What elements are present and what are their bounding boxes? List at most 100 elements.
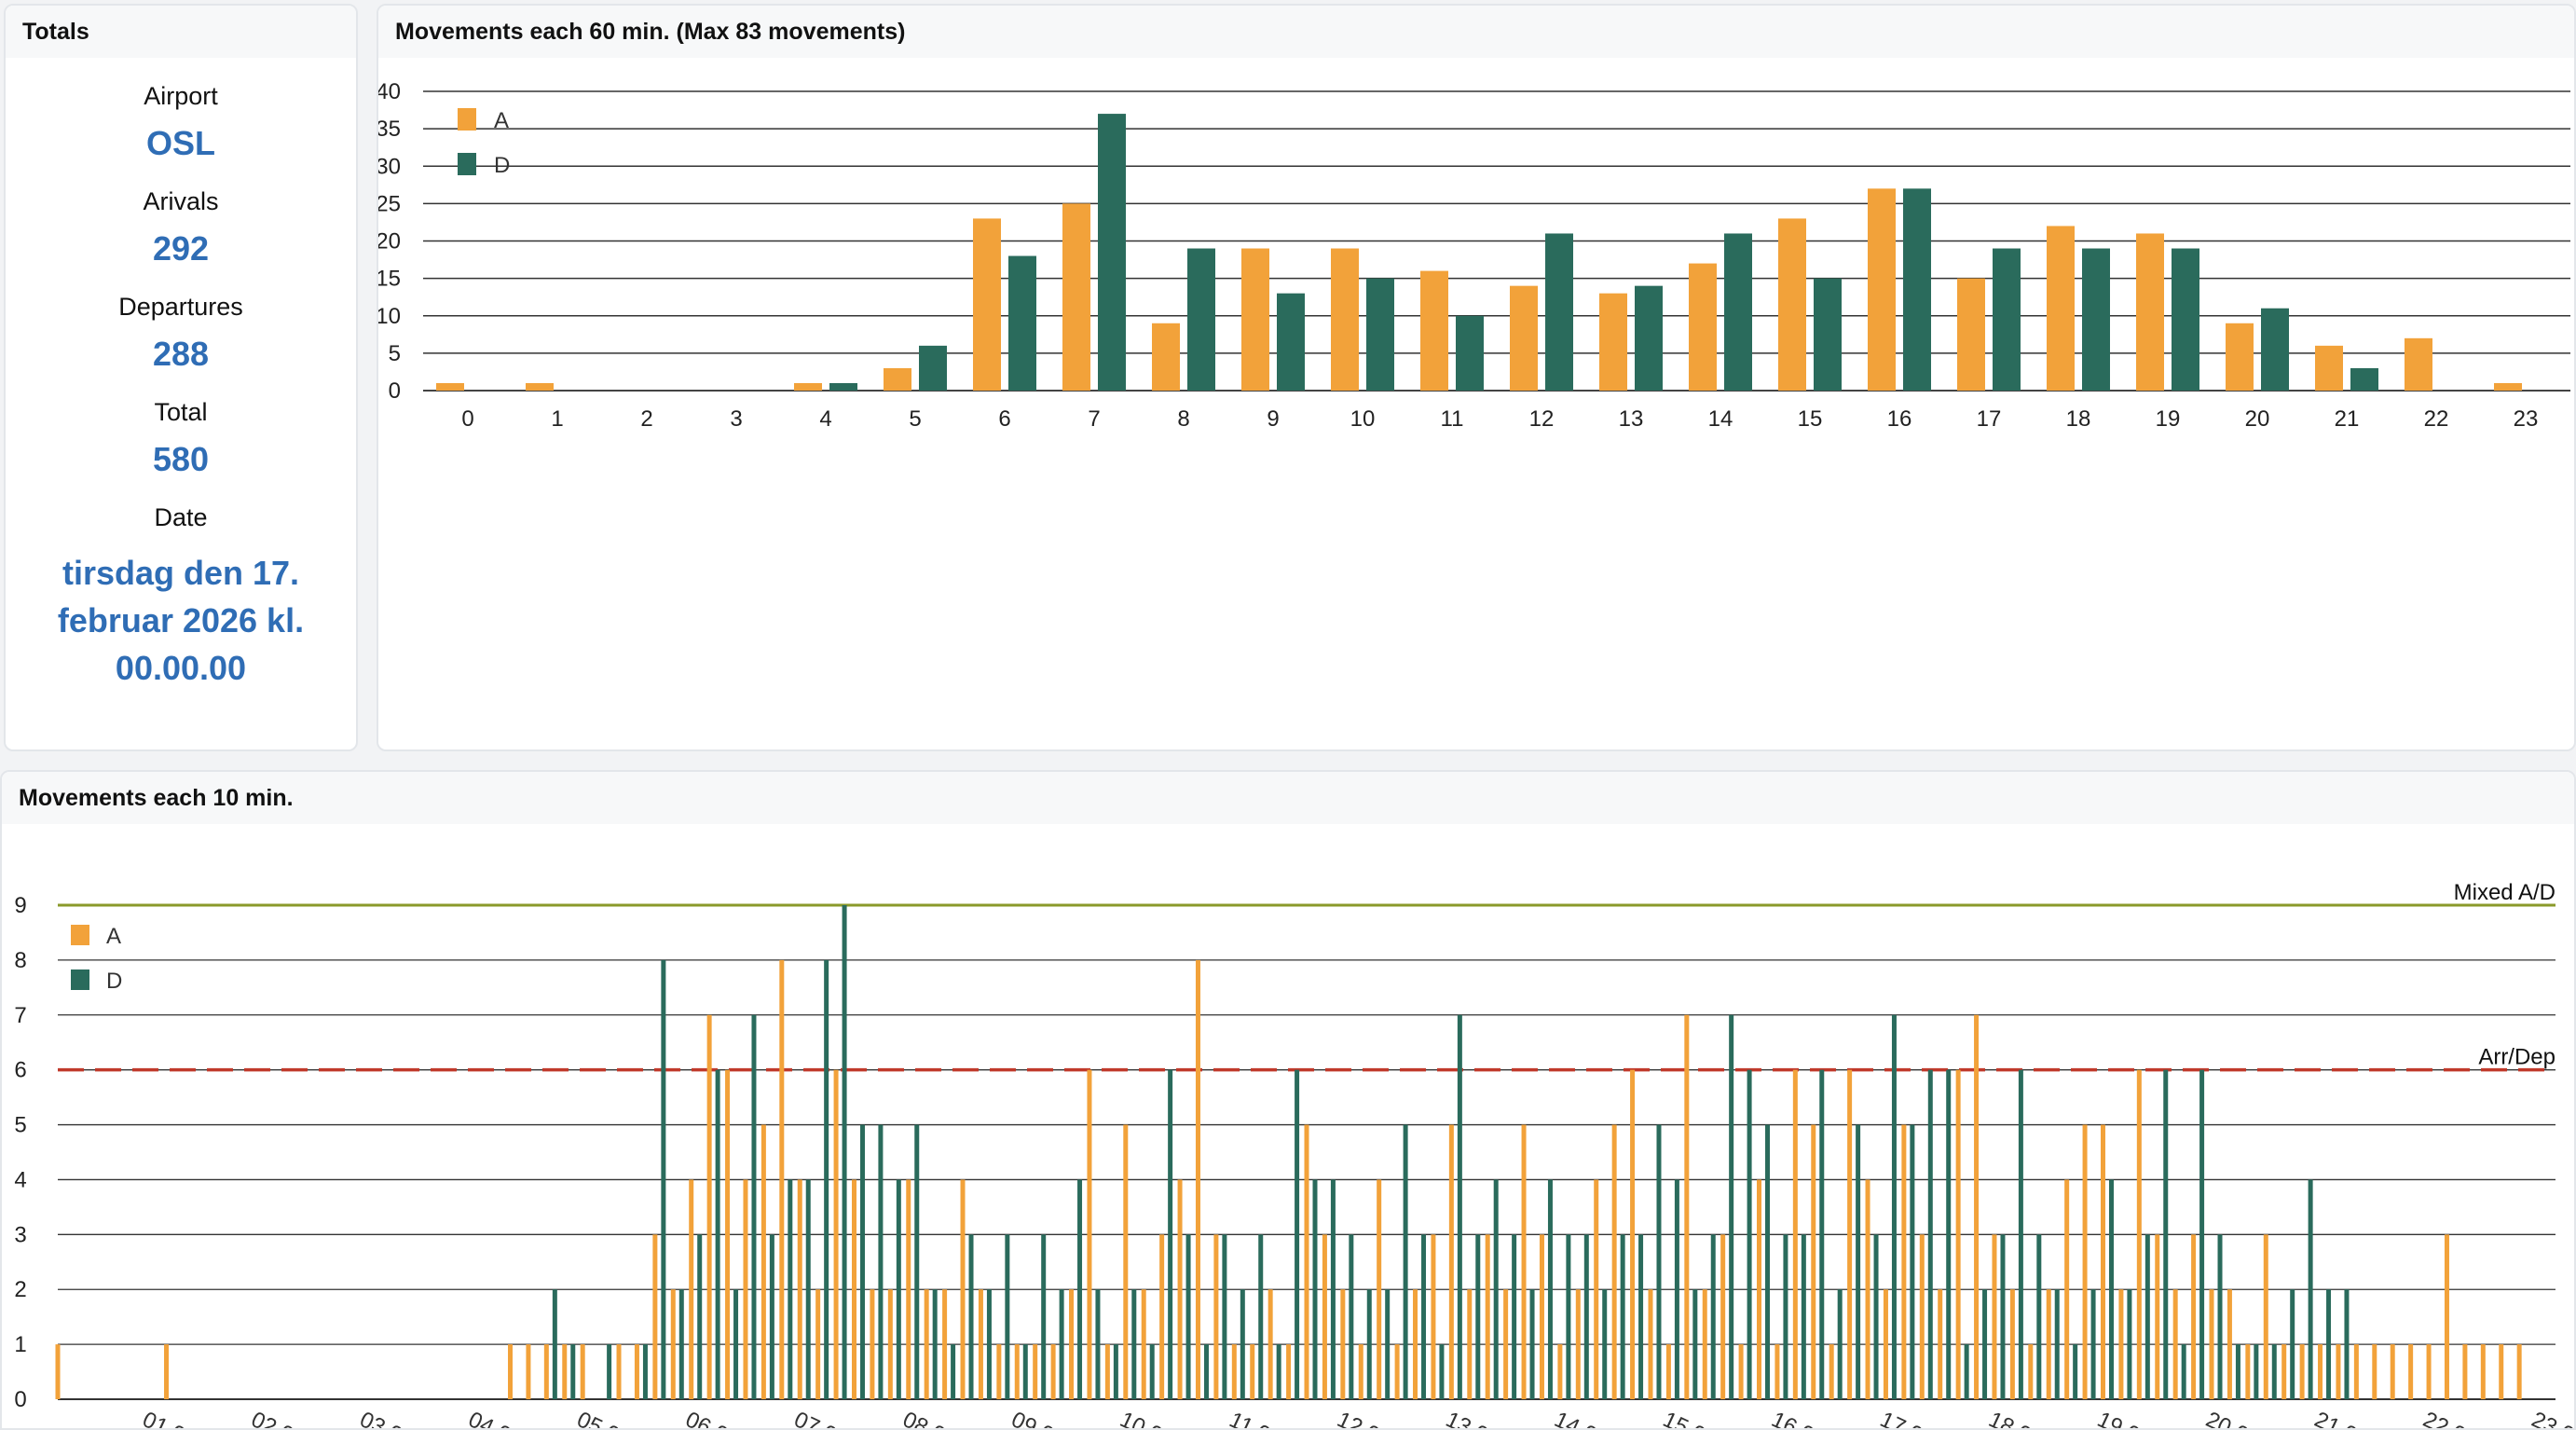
x-tick-label: 11.00: [1226, 1408, 1285, 1428]
bar-a: [1611, 1124, 1617, 1399]
bar-a: [942, 1289, 948, 1399]
bar-a: [2353, 1344, 2359, 1399]
bar-d: [1602, 1289, 1608, 1399]
y-tick-label: 5: [389, 341, 401, 366]
bar-d: [2217, 1234, 2223, 1399]
bar-d: [1475, 1234, 1481, 1399]
bar-d: [1837, 1289, 1843, 1399]
bar-a: [760, 1124, 766, 1399]
bar-a: [1689, 263, 1717, 391]
departures-label: Departures: [118, 293, 243, 321]
bar-d: [859, 1124, 865, 1399]
bar-a: [2263, 1234, 2268, 1399]
bar-d: [1638, 1234, 1644, 1399]
bar-d: [1403, 1124, 1408, 1399]
y-tick-label: 8: [14, 948, 26, 973]
y-tick-label: 3: [14, 1222, 26, 1247]
bar-d: [1674, 1179, 1679, 1399]
totals-body: Airport OSL Arivals 292 Departures 288 T…: [6, 82, 356, 692]
bar-d: [1366, 1289, 1372, 1399]
bar-d: [1421, 1234, 1427, 1399]
x-tick-label: 21.00: [2310, 1407, 2372, 1428]
bar-a: [797, 1179, 802, 1399]
bar-d: [2254, 1344, 2259, 1399]
bar-d: [1131, 1289, 1137, 1399]
airport-value: OSL: [145, 124, 215, 162]
bar-a: [2155, 1234, 2160, 1399]
x-tick-label: 09.00: [1007, 1407, 1069, 1428]
bar-a: [2390, 1344, 2395, 1399]
bar-d: [2172, 248, 2199, 391]
bar-a: [2082, 1124, 2088, 1399]
bar-a: [1648, 1289, 1653, 1399]
total-value: 580: [152, 440, 210, 478]
bar-d: [1008, 255, 1036, 391]
bar-a: [2136, 233, 2164, 391]
bar-a: [996, 1344, 1002, 1399]
bar-d: [570, 1344, 576, 1399]
bar-a: [2315, 345, 2343, 391]
bar-d: [2344, 1289, 2350, 1399]
bar-d: [2073, 1344, 2078, 1399]
bar-d: [824, 959, 829, 1399]
x-tick-label: 23: [2514, 406, 2539, 432]
hourly-chart-panel: Movements each 60 min. (Max 83 movements…: [377, 4, 2576, 751]
bar-d: [678, 1289, 684, 1399]
bar-d: [1168, 1069, 1173, 1399]
x-tick-label: 18.00: [1985, 1407, 2047, 1428]
x-tick-label: 17: [1977, 406, 2002, 432]
bar-a: [924, 1289, 929, 1399]
bar-a: [2209, 1289, 2214, 1399]
bar-d: [1724, 233, 1752, 391]
y-tick-label: 7: [14, 1003, 26, 1028]
bar-a: [652, 1234, 658, 1399]
bar-a: [2336, 1344, 2341, 1399]
bar-d: [914, 1124, 920, 1399]
bar-d: [2290, 1289, 2295, 1399]
x-tick-label: 03.00: [356, 1407, 418, 1428]
bar-a: [1575, 1289, 1581, 1399]
bar-a: [1757, 1179, 1762, 1399]
bar-a: [670, 1289, 676, 1399]
bar-a: [508, 1344, 514, 1399]
bar-a: [1177, 1179, 1183, 1399]
airport-label: Airport: [144, 82, 218, 110]
bar-a: [1213, 1234, 1219, 1399]
x-tick-label: 7: [1088, 406, 1100, 432]
bar-a: [1957, 278, 1985, 391]
bar-d: [715, 1069, 720, 1399]
bar-a: [1521, 1124, 1527, 1399]
bar-a: [1431, 1234, 1436, 1399]
bar-a: [725, 1069, 731, 1399]
x-tick-label: 12: [1529, 406, 1555, 432]
bar-a: [1448, 1124, 1454, 1399]
bar-a: [1413, 1289, 1418, 1399]
bar-a: [543, 1344, 549, 1399]
x-tick-label: 14.00: [1551, 1407, 1612, 1428]
bar-d: [1385, 1289, 1391, 1399]
bar-a: [887, 1289, 893, 1399]
bar-a: [2172, 1289, 2178, 1399]
bar-d: [733, 1289, 739, 1399]
bar-d: [2163, 1069, 2169, 1399]
bar-d: [788, 1179, 793, 1399]
bar-a: [1377, 1179, 1382, 1399]
legend-swatch: [458, 108, 476, 131]
bar-d: [1185, 1234, 1191, 1399]
reference-line-label: Arr/Dep: [2478, 1045, 2555, 1070]
bar-a: [1865, 1179, 1870, 1399]
bar-a: [2136, 1069, 2142, 1399]
bar-d: [1457, 1014, 1462, 1399]
tenmin-chart-panel: Movements each 10 min. 0 1 2 3 4 5 6 7 8 9 Mixed A…: [0, 770, 2576, 1430]
bar-d: [552, 1289, 557, 1399]
bar-d: [751, 1014, 757, 1399]
bar-d: [1819, 1069, 1825, 1399]
bar-a: [1510, 285, 1538, 391]
bar-a: [1467, 1289, 1473, 1399]
bar-a: [2227, 1289, 2232, 1399]
y-tick-label: 0: [14, 1387, 26, 1412]
bar-d: [2326, 1289, 2332, 1399]
legend-swatch: [458, 153, 476, 175]
bar-d: [1149, 1344, 1155, 1399]
y-tick-label: 9: [14, 893, 26, 918]
